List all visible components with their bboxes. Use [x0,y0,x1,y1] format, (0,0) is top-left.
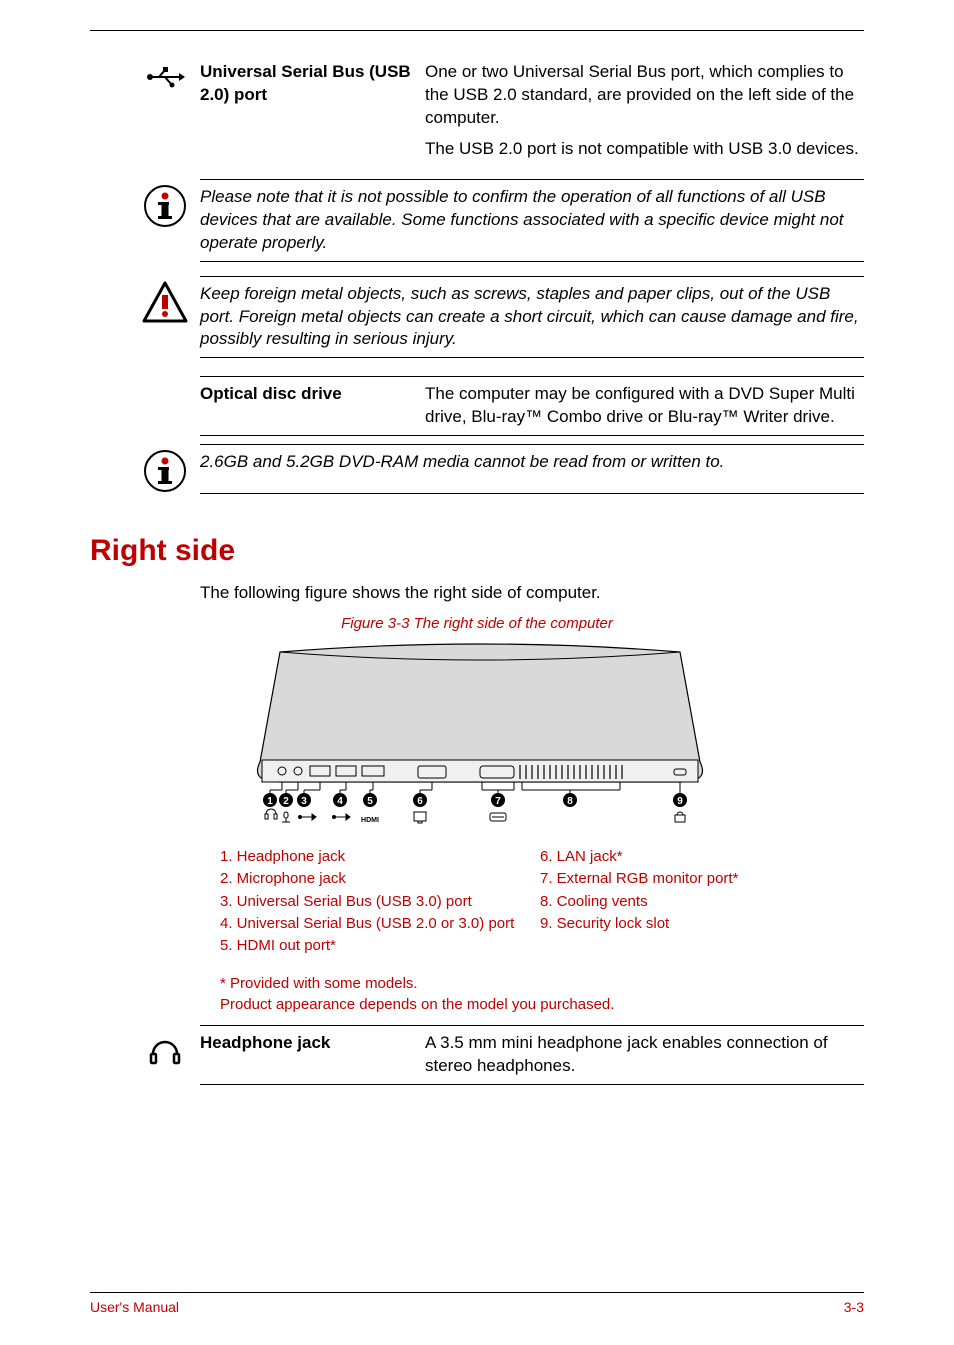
optical-desc: The computer may be configured with a DV… [425,383,864,429]
usb-desc: One or two Universal Serial Bus port, wh… [425,61,864,169]
footnote-2: Product appearance depends on the model … [220,995,864,1015]
legend-item: 6. LAN jack* [540,847,864,867]
usb-label: Universal Serial Bus (USB 2.0) port [200,61,425,107]
svg-text:4: 4 [337,796,343,807]
section-title: Right side [90,534,864,568]
svg-text:HDMI: HDMI [361,817,379,824]
figure-caption: Figure 3-3 The right side of the compute… [90,615,864,632]
info-icon [130,180,200,228]
optical-label: Optical disc drive [200,383,425,406]
usb-note: Please note that it is not possible to c… [200,180,864,261]
section-intro: The following figure shows the right sid… [200,582,864,605]
headphone-icon [130,1032,200,1066]
svg-text:6: 6 [417,796,423,807]
svg-text:2: 2 [283,796,289,807]
svg-text:3: 3 [301,796,307,807]
legend-item: 5. HDMI out port* [220,936,540,956]
info-icon-2 [130,445,200,493]
legend-item: 7. External RGB monitor port* [540,869,864,889]
legend-item: 2. Microphone jack [220,869,540,889]
headphone-desc: A 3.5 mm mini headphone jack enables con… [425,1032,864,1078]
figure-footnote: * Provided with some models. Product app… [220,974,864,1015]
legend-item: 3. Universal Serial Bus (USB 3.0) port [220,892,540,912]
legend-item: 8. Cooling vents [540,892,864,912]
usb-warning: Keep foreign metal objects, such as scre… [200,277,864,358]
footer-left: User's Manual [90,1299,179,1315]
usb-desc-2: The USB 2.0 port is not compatible with … [425,138,864,161]
svg-text:7: 7 [495,796,501,807]
dvd-ram-note: 2.6GB and 5.2GB DVD-RAM media cannot be … [200,445,864,480]
warning-icon [130,277,200,323]
legend-item: 4. Universal Serial Bus (USB 2.0 or 3.0)… [220,914,540,934]
figure-legend: 1. Headphone jack 2. Microphone jack 3. … [220,847,864,960]
headphone-label: Headphone jack [200,1032,425,1055]
footnote-1: * Provided with some models. [220,974,864,994]
legend-item: 9. Security lock slot [540,914,864,934]
svg-text:9: 9 [677,796,683,807]
footer-right: 3-3 [844,1299,864,1315]
legend-item: 1. Headphone jack [220,847,540,867]
usb-icon [130,61,200,89]
svg-text:1: 1 [267,796,273,807]
svg-text:8: 8 [567,796,573,807]
svg-text:5: 5 [367,796,373,807]
right-side-figure: 1 2 3 4 5 6 7 8 9 [220,642,864,837]
usb-desc-1: One or two Universal Serial Bus port, wh… [425,61,864,130]
